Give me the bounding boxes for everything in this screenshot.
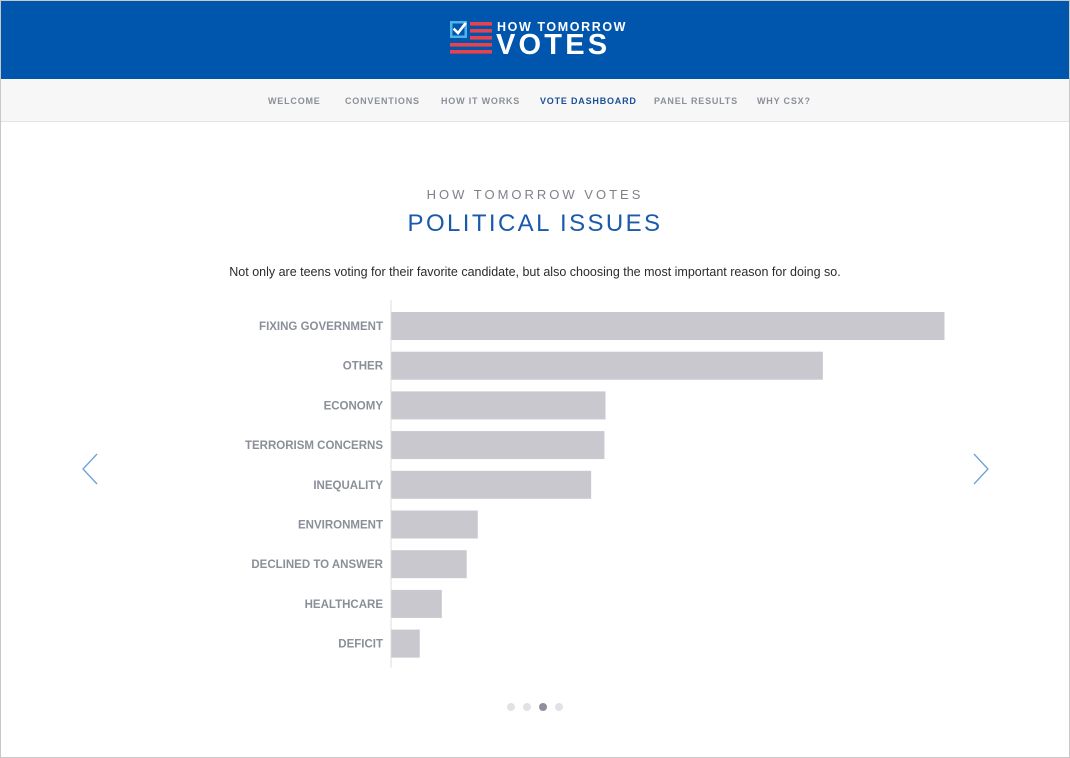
chart-category-label: HEALTHCARE — [305, 599, 384, 611]
chevron-left-icon[interactable] — [82, 453, 98, 485]
chart-bar-other[interactable] — [391, 351, 823, 380]
chart-bar-declined-to-answer[interactable] — [391, 550, 467, 579]
main-nav: WELCOME CONVENTIONS HOW IT WORKS VOTE DA… — [1, 79, 1069, 122]
nav-item-how-it-works[interactable]: HOW IT WORKS — [441, 96, 521, 106]
chart-bar-inequality[interactable] — [391, 470, 592, 499]
chart-bar-healthcare[interactable] — [391, 589, 442, 618]
issues-bar-chart: FIXING GOVERNMENT OTHER ECONOMY TERRORISM C… — [245, 300, 945, 668]
chart-category-label: DECLINED TO ANSWER — [251, 559, 383, 571]
nav-item-conventions[interactable]: CONVENTIONS — [345, 96, 420, 106]
page-title: POLITICAL ISSUES — [407, 210, 663, 237]
site-logo[interactable]: HOW TOMORROW VOTES — [450, 19, 625, 61]
chevron-right-icon[interactable] — [973, 453, 989, 485]
section-kicker: HOW TOMORROW VOTES — [426, 187, 644, 202]
nav-item-why-csx[interactable]: WHY CSX? — [757, 96, 811, 106]
carousel-dots — [507, 703, 567, 713]
chart-category-label: INEQUALITY — [313, 480, 383, 492]
chart-category-label: TERRORISM CONCERNS — [245, 440, 383, 452]
carousel-dot-4[interactable] — [555, 703, 563, 711]
chart-bar-terrorism-concerns[interactable] — [391, 431, 605, 460]
chart-bar-economy[interactable] — [391, 391, 606, 420]
chart-category-label: OTHER — [343, 361, 384, 373]
chart-bar-deficit[interactable] — [391, 629, 420, 658]
chart-category-label: DEFICIT — [338, 639, 383, 651]
chart-category-label: ENVIRONMENT — [298, 520, 383, 532]
logo-text-big: VOTES — [496, 29, 611, 61]
chart-category-label: FIXING GOVERNMENT — [259, 321, 383, 333]
nav-item-welcome[interactable]: WELCOME — [268, 96, 321, 106]
flag-checkbox-icon — [450, 21, 492, 54]
chart-category-label: ECONOMY — [324, 400, 384, 412]
chart-bar-environment[interactable] — [391, 510, 478, 539]
logo-text-small: HOW TOMORROW — [497, 20, 628, 34]
nav-item-panel-results[interactable]: PANEL RESULTS — [654, 96, 738, 106]
site-header: HOW TOMORROW VOTES — [1, 1, 1069, 79]
carousel-dot-2[interactable] — [523, 703, 531, 711]
nav-item-vote-dashboard[interactable]: VOTE DASHBOARD — [540, 96, 637, 106]
carousel-dot-1[interactable] — [507, 703, 515, 711]
page-description: Not only are teens voting for their favo… — [229, 265, 841, 279]
carousel-dot-3[interactable] — [539, 703, 547, 711]
chart-bar-fixing-government[interactable] — [391, 312, 945, 340]
